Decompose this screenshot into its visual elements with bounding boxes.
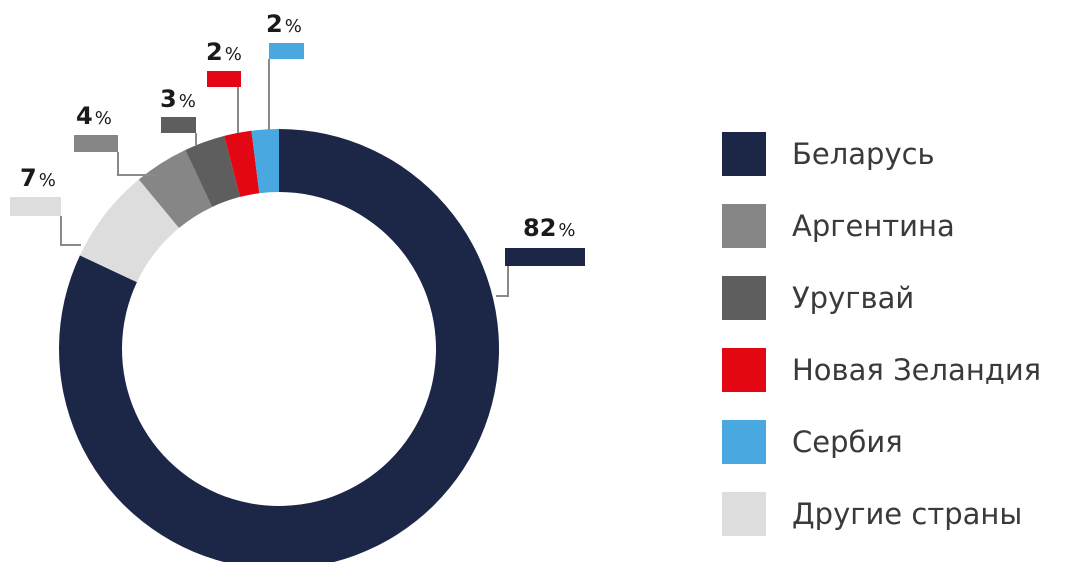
leader-line-belarus bbox=[496, 266, 509, 297]
value-unit-serbia: % bbox=[285, 16, 302, 37]
value-label-uruguay: 3% bbox=[160, 85, 196, 113]
slice-argentina bbox=[138, 149, 213, 229]
legend-swatch-serbia bbox=[722, 420, 766, 464]
callout-box-argentina bbox=[74, 135, 118, 152]
legend-item-uruguay: Уругвай bbox=[722, 274, 1041, 322]
legend-swatch-argentina bbox=[722, 204, 766, 248]
value-unit-new-zealand: % bbox=[225, 44, 242, 65]
legend-label-serbia: Сербия bbox=[792, 425, 903, 459]
value-label-belarus: 82% bbox=[523, 214, 576, 242]
value-number-other-countries: 7 bbox=[20, 164, 37, 192]
legend-label-new-zealand: Новая Зеландия bbox=[792, 353, 1042, 387]
callout-box-uruguay bbox=[161, 117, 196, 133]
legend-item-serbia: Сербия bbox=[722, 418, 1041, 466]
value-number-uruguay: 3 bbox=[160, 85, 177, 113]
slice-other-countries bbox=[79, 179, 179, 283]
legend-item-new-zealand: Новая Зеландия bbox=[722, 346, 1041, 394]
value-number-belarus: 82 bbox=[523, 214, 556, 242]
value-labels: 82 %4 %3 %2 %2 %7% bbox=[20, 10, 576, 242]
slice-new-zealand bbox=[224, 130, 260, 197]
value-number-serbia: 2 bbox=[266, 10, 283, 38]
value-number-argentina: 4 bbox=[76, 102, 93, 130]
chart-legend: Беларусь Аргентина Уругвай Новая Зеланди… bbox=[722, 130, 1041, 538]
value-number-new-zealand: 2 bbox=[206, 38, 223, 66]
legend-label-other-countries: Другие страны bbox=[792, 497, 1023, 531]
legend-label-uruguay: Уругвай bbox=[792, 281, 915, 315]
callout-box-belarus bbox=[505, 248, 585, 266]
slice-uruguay bbox=[185, 135, 240, 207]
value-unit-uruguay: % bbox=[179, 91, 196, 112]
callout-lines bbox=[10, 43, 585, 297]
legend-label-argentina: Аргентина bbox=[792, 209, 955, 243]
donut-slices bbox=[59, 129, 499, 562]
value-label-other-countries: 7% bbox=[20, 164, 56, 192]
callout-box-serbia bbox=[269, 43, 304, 59]
legend-swatch-new-zealand bbox=[722, 348, 766, 392]
value-unit-belarus: % bbox=[558, 220, 575, 241]
legend-swatch-uruguay bbox=[722, 276, 766, 320]
value-label-new-zealand: 2% bbox=[206, 38, 242, 66]
legend-item-other-countries: Другие страны bbox=[722, 490, 1041, 538]
legend-swatch-other-countries bbox=[722, 492, 766, 536]
callout-box-other-countries bbox=[10, 197, 61, 216]
value-label-serbia: 2% bbox=[266, 10, 302, 38]
callout-box-new-zealand bbox=[207, 71, 241, 87]
slice-serbia bbox=[251, 129, 279, 194]
leader-line-argentina bbox=[117, 152, 158, 176]
legend-item-argentina: Аргентина bbox=[722, 202, 1041, 250]
value-unit-other-countries: % bbox=[39, 170, 56, 191]
legend-item-belarus: Беларусь bbox=[722, 130, 1041, 178]
leader-line-other-countries bbox=[60, 216, 81, 246]
legend-label-belarus: Беларусь bbox=[792, 137, 935, 171]
legend-swatch-belarus bbox=[722, 132, 766, 176]
value-unit-argentina: % bbox=[95, 108, 112, 129]
value-label-argentina: 4% bbox=[76, 102, 112, 130]
